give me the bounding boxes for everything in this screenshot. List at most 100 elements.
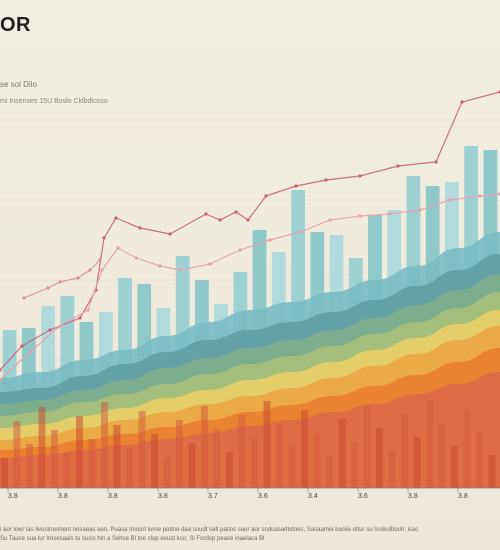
chart-title: OR [0, 14, 31, 36]
red-bar-37 [463, 409, 471, 488]
line-2-point-4 [88, 268, 92, 272]
line-0-point-7 [138, 226, 142, 230]
line-1-point-18 [478, 194, 482, 198]
red-bar-18 [226, 452, 233, 488]
line-0-point-10 [218, 218, 222, 222]
red-bar-10 [126, 448, 133, 488]
x-tick-label-1: 3.8 [58, 493, 68, 500]
red-bar-33 [413, 437, 421, 488]
line-0-point-8 [168, 232, 172, 236]
line-1-point-6 [134, 256, 138, 260]
red-bar-21 [263, 401, 271, 488]
line-1-point-10 [238, 248, 242, 252]
area-layer-7 [0, 372, 500, 488]
line-0-point-15 [324, 178, 328, 182]
red-bar-24 [301, 410, 308, 488]
red-bar-2 [26, 444, 33, 488]
line-series-1 [0, 193, 500, 381]
red-bar-8 [101, 402, 108, 488]
line-1-point-5 [116, 246, 120, 250]
stacked-area [0, 232, 500, 488]
red-bar-32 [401, 414, 408, 488]
x-tick-label-5: 3.6 [258, 493, 268, 500]
red-bar-29 [363, 405, 371, 488]
line-2-point-1 [46, 286, 50, 290]
x-tick-label-8: 3.8 [408, 493, 418, 500]
line-0-point-6 [114, 216, 118, 220]
red-bar-35 [438, 423, 446, 488]
red-bar-7 [88, 439, 96, 488]
x-tick-label-7: 3.6 [358, 493, 368, 500]
x-tick-label-3: 3.8 [158, 493, 168, 500]
chart-subtitle: se sol Dilo [0, 80, 37, 89]
line-1-point-15 [388, 212, 392, 216]
line-1-point-2 [58, 324, 62, 328]
x-tick-label-0: 3.8 [8, 493, 18, 500]
footer-text: i aor lowr las livustroement nosaeas aan… [0, 526, 500, 550]
line-0-point-13 [264, 194, 268, 198]
line-1-point-13 [328, 218, 332, 222]
red-bar-39 [488, 455, 496, 488]
x-tick-label-4: 3.7 [208, 493, 218, 500]
red-bar-13 [163, 457, 171, 488]
x-tick-label-2: 3.8 [108, 493, 118, 500]
line-0-point-19 [460, 100, 464, 104]
x-tick-label-9: 3.8 [458, 493, 468, 500]
line-0-point-16 [358, 174, 362, 178]
line-1-point-14 [358, 214, 362, 218]
line-series-2 [23, 259, 101, 299]
line-series [0, 90, 500, 382]
red-bar-34 [426, 400, 433, 488]
line-1-point-9 [208, 262, 212, 266]
x-tick-label-6: 3.4 [308, 493, 318, 500]
red-bar-28 [351, 442, 358, 488]
line-0-point-18 [434, 160, 438, 164]
red-bar-9 [113, 425, 121, 488]
line-0-point-14 [294, 184, 298, 188]
red-bar-11 [138, 411, 146, 488]
red-bar-23 [288, 447, 296, 488]
red-bar-38 [476, 432, 483, 488]
line-0-point-12 [246, 218, 250, 222]
line-2-point-2 [58, 280, 62, 284]
line-0-point-1 [20, 344, 24, 348]
red-bar-0 [1, 458, 8, 488]
line-0-point-2 [48, 328, 52, 332]
line-1-point-16 [418, 208, 422, 212]
red-bar-25 [313, 433, 321, 488]
red-bar-17 [213, 429, 221, 488]
red-bar-27 [338, 419, 346, 488]
red-bar-20 [251, 438, 258, 488]
line-1-point-0 [0, 378, 2, 382]
line-1-point-7 [158, 264, 162, 268]
line-2-point-0 [22, 296, 26, 300]
red-bar-31 [388, 451, 396, 488]
red-bar-22 [276, 424, 283, 488]
line-1-point-17 [448, 198, 452, 202]
footer-line-2: Su Tauce sua lur Irosesaals tu sucis hin… [0, 536, 265, 542]
red-bar-30 [376, 428, 383, 488]
red-bar-6 [76, 416, 83, 488]
line-0-point-0 [0, 368, 2, 372]
line-1-point-3 [86, 308, 90, 312]
line-1-point-1 [28, 350, 32, 354]
line-2-point-3 [76, 276, 80, 280]
red-bar-3 [38, 407, 46, 488]
line-1-point-12 [298, 230, 302, 234]
line-0-point-3 [78, 316, 82, 320]
x-axis: 3.8 3.8 3.8 3.8 3.7 3.6 3.4 3.6 3.8 3.8 [0, 487, 500, 500]
line-0-point-11 [234, 210, 238, 214]
red-bar-36 [451, 446, 458, 488]
line-2-point-5 [98, 258, 102, 262]
red-bar-1 [13, 421, 21, 488]
line-0-point-5 [102, 236, 106, 240]
line-1-point-8 [178, 268, 182, 272]
red-bar-5 [63, 453, 71, 488]
red-bar-15 [188, 443, 196, 488]
red-bar-19 [238, 415, 246, 488]
footer-line-1: i aor lowr las livustroement nosaeas aan… [0, 527, 419, 533]
line-1-point-4 [100, 268, 104, 272]
red-bar-12 [151, 434, 158, 488]
red-bar-4 [51, 430, 58, 488]
